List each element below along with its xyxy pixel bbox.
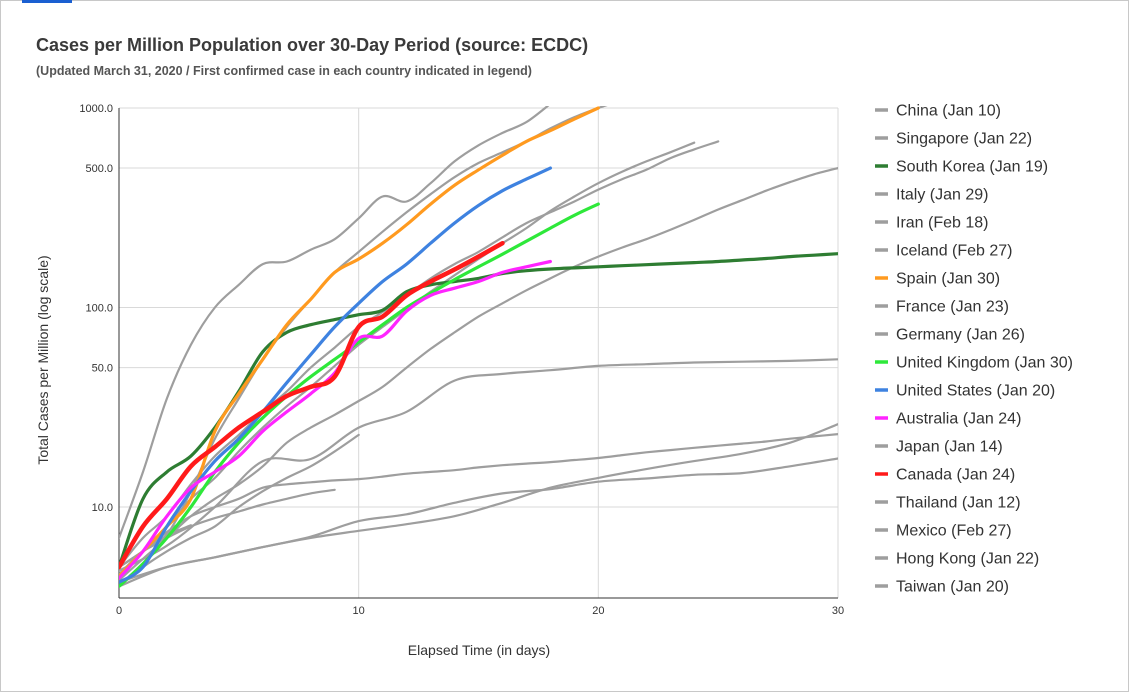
legend-label: Iceland (Feb 27): [896, 243, 1013, 260]
grid-lines: [119, 107, 839, 598]
legend-item-japan: Japan (Jan 14): [875, 439, 1003, 456]
x-tick-label: 30: [832, 605, 844, 617]
legend-label: China (Jan 10): [896, 103, 1001, 120]
y-tick-label: 50.0: [92, 363, 113, 375]
x-tick-label: 10: [353, 605, 365, 617]
legend-item-united-states: United States (Jan 20): [875, 383, 1055, 400]
chart-title: Cases per Million Population over 30-Day…: [36, 35, 589, 55]
legend-item-mexico: Mexico (Feb 27): [875, 523, 1012, 540]
legend-item-spain: Spain (Jan 30): [875, 271, 1000, 288]
series-lines: [119, 106, 838, 588]
x-tick-label: 0: [116, 605, 122, 617]
series-line-iceland: [119, 106, 550, 539]
series-line-china: [119, 433, 838, 569]
legend-label: Japan (Jan 14): [896, 439, 1003, 456]
legend-item-taiwan: Taiwan (Jan 20): [875, 579, 1009, 596]
legend-item-singapore: Singapore (Jan 22): [875, 131, 1032, 148]
series-line-united-kingdom: [119, 202, 600, 588]
legend-item-iran: Iran (Feb 18): [875, 215, 988, 232]
y-tick-label: 500.0: [85, 163, 113, 175]
legend-label: United Kingdom (Jan 30): [896, 355, 1073, 372]
legend-label: Italy (Jan 29): [896, 187, 988, 204]
legend-item-iceland: Iceland (Feb 27): [875, 243, 1013, 260]
legend-label: United States (Jan 20): [896, 383, 1055, 400]
legend-label: Hong Kong (Jan 22): [896, 551, 1039, 568]
y-tick-label: 100.0: [85, 303, 113, 315]
legend-item-germany: Germany (Jan 26): [875, 327, 1025, 344]
legend-item-south-korea: South Korea (Jan 19): [875, 159, 1048, 176]
legend-item-hong-kong: Hong Kong (Jan 22): [875, 551, 1039, 568]
x-tick-label: 20: [592, 605, 604, 617]
legend-label: Canada (Jan 24): [896, 467, 1015, 484]
legend-label: Taiwan (Jan 20): [896, 579, 1009, 596]
y-tick-label: 10.0: [92, 502, 113, 514]
legend-label: Australia (Jan 24): [896, 411, 1021, 428]
series-line-taiwan: [119, 524, 192, 569]
legend-label: Germany (Jan 26): [896, 327, 1025, 344]
selection-tab: [22, 0, 72, 3]
legend-item-china: China (Jan 10): [875, 103, 1001, 120]
legend-item-france: France (Jan 23): [875, 299, 1009, 316]
legend-label: Spain (Jan 30): [896, 271, 1000, 288]
series-line-iran: [119, 167, 838, 582]
legend-item-australia: Australia (Jan 24): [875, 411, 1021, 428]
legend-label: Thailand (Jan 12): [896, 495, 1021, 512]
legend-label: South Korea (Jan 19): [896, 159, 1048, 176]
series-line-united-states: [119, 166, 552, 584]
tick-labels: 10.0 50.0 100.0 500.0 1000.0 0 10 20 30: [79, 103, 844, 617]
legend-label: Iran (Feb 18): [896, 215, 988, 232]
series-line-mexico: [119, 433, 360, 588]
legend-item-united-kingdom: United Kingdom (Jan 30): [875, 355, 1073, 372]
axes: [118, 108, 838, 599]
series-line-thailand: [119, 358, 838, 572]
legend-item-italy: Italy (Jan 29): [875, 187, 988, 204]
legend-label: Mexico (Feb 27): [896, 523, 1012, 540]
chart-subtitle: (Updated March 31, 2020 / First confirme…: [36, 64, 532, 78]
legend-label: Singapore (Jan 22): [896, 131, 1032, 148]
series-line-japan: [119, 457, 838, 588]
legend-item-thailand: Thailand (Jan 12): [875, 495, 1021, 512]
series-line-canada: [119, 240, 505, 570]
legend-item-canada: Canada (Jan 24): [875, 467, 1015, 484]
y-tick-label: 1000.0: [79, 103, 113, 115]
legend-label: France (Jan 23): [896, 299, 1009, 316]
x-axis-label: Elapsed Time (in days): [408, 642, 550, 658]
y-axis-label: Total Cases per Million (log scale): [35, 255, 51, 464]
legend: China (Jan 10) Singapore (Jan 22) South Ko…: [875, 103, 1073, 596]
